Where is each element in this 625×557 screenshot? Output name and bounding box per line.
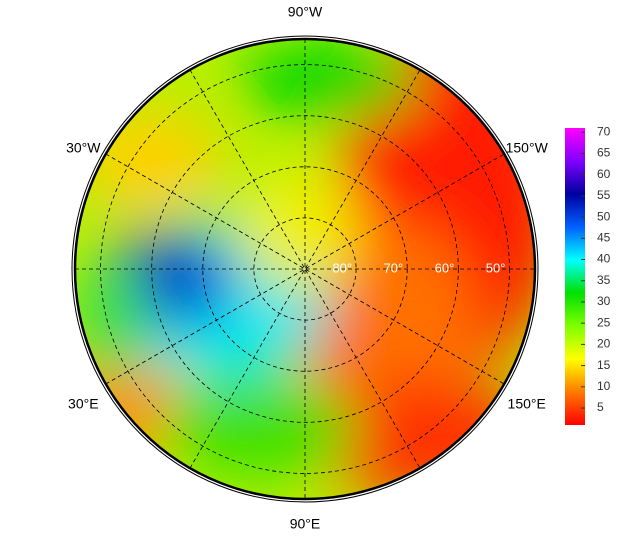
parallel [100, 64, 510, 474]
colorbar-label: 50 [597, 209, 611, 223]
lat-label: 80° [332, 260, 352, 275]
colorbar-label: 55 [597, 188, 611, 202]
map-border-outer [71, 35, 539, 503]
lat-label: 50° [486, 260, 506, 275]
lon-label: 30°E [68, 396, 99, 412]
colorbar-label: 5 [597, 400, 604, 414]
parallel [202, 166, 408, 372]
lat-label: 60° [435, 260, 455, 275]
colorbar-label: 25 [597, 315, 611, 329]
parallel [151, 115, 459, 423]
colorbar-label: 10 [597, 379, 611, 393]
parallel [253, 217, 357, 321]
lon-label: 30°W [66, 140, 101, 156]
colorbar-label: 35 [597, 273, 611, 287]
colorbar-label: 30 [597, 294, 611, 308]
colorbar-label: 15 [597, 358, 611, 372]
colorbar-label: 60 [597, 167, 611, 181]
lon-label: 90°E [290, 516, 321, 532]
lon-label: 150°W [506, 140, 549, 156]
lon-label: 150°E [508, 396, 546, 412]
colorbar-label: 45 [597, 230, 611, 244]
lon-label: 90°W [288, 4, 323, 20]
map-border [73, 37, 537, 501]
graticule [75, 39, 535, 499]
colorbar-label: 65 [597, 146, 611, 160]
colorbar-label: 40 [597, 252, 611, 266]
colorbar-label: 70 [597, 124, 611, 138]
colorbar [565, 128, 585, 425]
lat-label: 70° [384, 260, 404, 275]
colorbar-label: 20 [597, 337, 611, 351]
